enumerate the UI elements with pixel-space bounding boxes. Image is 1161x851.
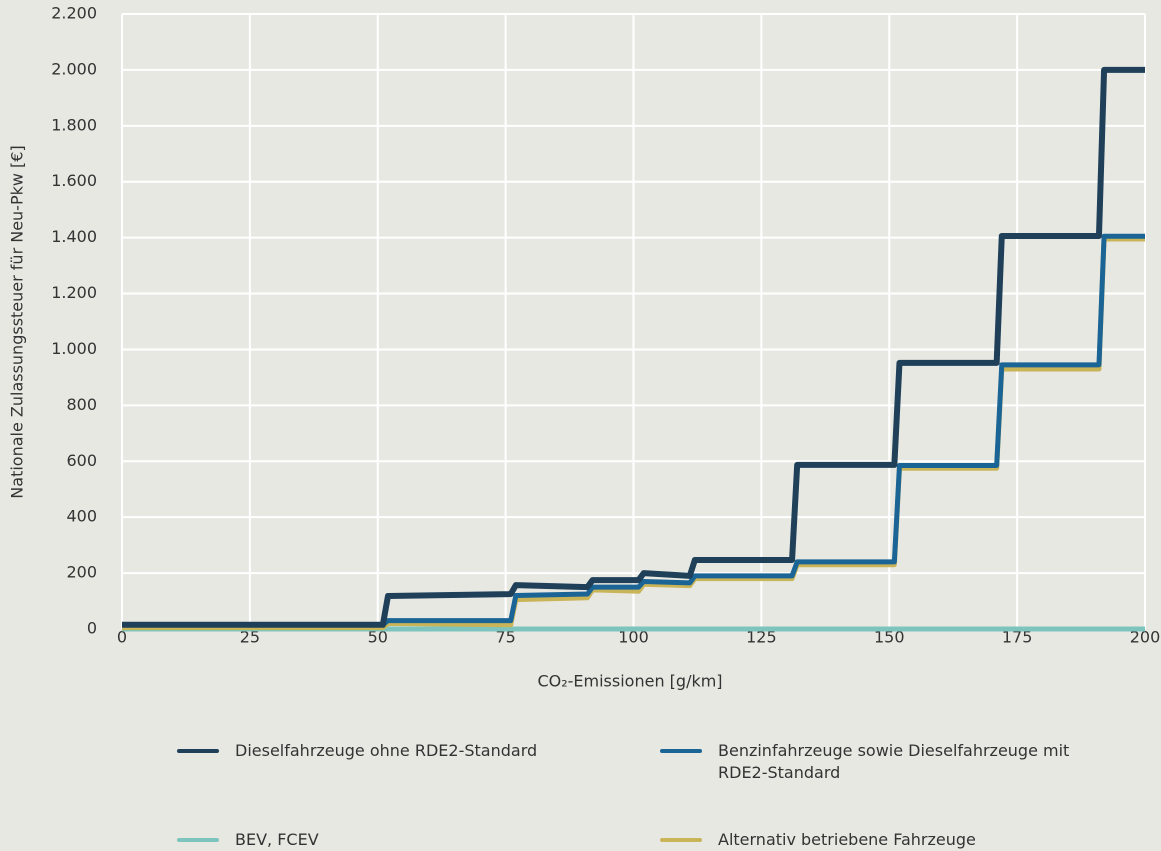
- legend-label: Benzinfahrzeuge sowie Dieselfahrzeuge mi…: [718, 741, 1070, 782]
- legend-label: Dieselfahrzeuge ohne RDE2-Standard: [235, 741, 538, 760]
- x-tick-label: 125: [746, 628, 777, 647]
- legend-label: Alternativ betriebene Fahrzeuge: [718, 830, 976, 849]
- y-tick-label: 200: [66, 563, 97, 582]
- y-axis-label: Nationale Zulassungssteuer für Neu-Pkw […: [8, 145, 27, 498]
- y-tick-label: 1.000: [51, 339, 97, 358]
- chart: CO₂-Emissionen [g/km] Nationale Zulassun…: [8, 4, 1161, 691]
- y-tick-label: 1.200: [51, 283, 97, 302]
- x-tick-label: 200: [1130, 628, 1161, 647]
- x-tick-label: 50: [368, 628, 388, 647]
- legend-swatch: [660, 749, 702, 753]
- legend-label: BEV, FCEV: [235, 830, 319, 849]
- y-tick-label: 0: [87, 619, 97, 638]
- grid: [121, 13, 1146, 630]
- y-tick-label: 1.800: [51, 115, 97, 134]
- y-tick-label: 1.600: [51, 171, 97, 190]
- x-tick-label: 0: [117, 628, 127, 647]
- legend-item: Dieselfahrzeuge ohne RDE2-Standard: [177, 740, 617, 762]
- y-tick-label: 1.400: [51, 227, 97, 246]
- legend-swatch: [660, 838, 702, 842]
- legend-item: Benzinfahrzeuge sowie Dieselfahrzeuge mi…: [660, 740, 1080, 784]
- series-line: [122, 233, 1145, 628]
- legend-swatch: [177, 838, 219, 842]
- legend-item: Alternativ betriebene Fahrzeuge: [660, 829, 1080, 851]
- legend-item: BEV, FCEV: [177, 829, 617, 851]
- x-tick-label: 150: [874, 628, 905, 647]
- x-tick-label: 100: [618, 628, 649, 647]
- x-tick-label: 75: [495, 628, 515, 647]
- y-tick-label: 400: [66, 507, 97, 526]
- x-axis-label: CO₂-Emissionen [g/km]: [537, 672, 722, 691]
- x-tick-label: 25: [240, 628, 260, 647]
- y-tick-label: 600: [66, 451, 97, 470]
- series-line: [122, 66, 1145, 628]
- legend-swatch: [177, 749, 219, 753]
- y-tick-label: 2.000: [51, 59, 97, 78]
- y-tick-label: 800: [66, 395, 97, 414]
- y-tick-label: 2.200: [51, 4, 97, 23]
- x-tick-label: 175: [1002, 628, 1033, 647]
